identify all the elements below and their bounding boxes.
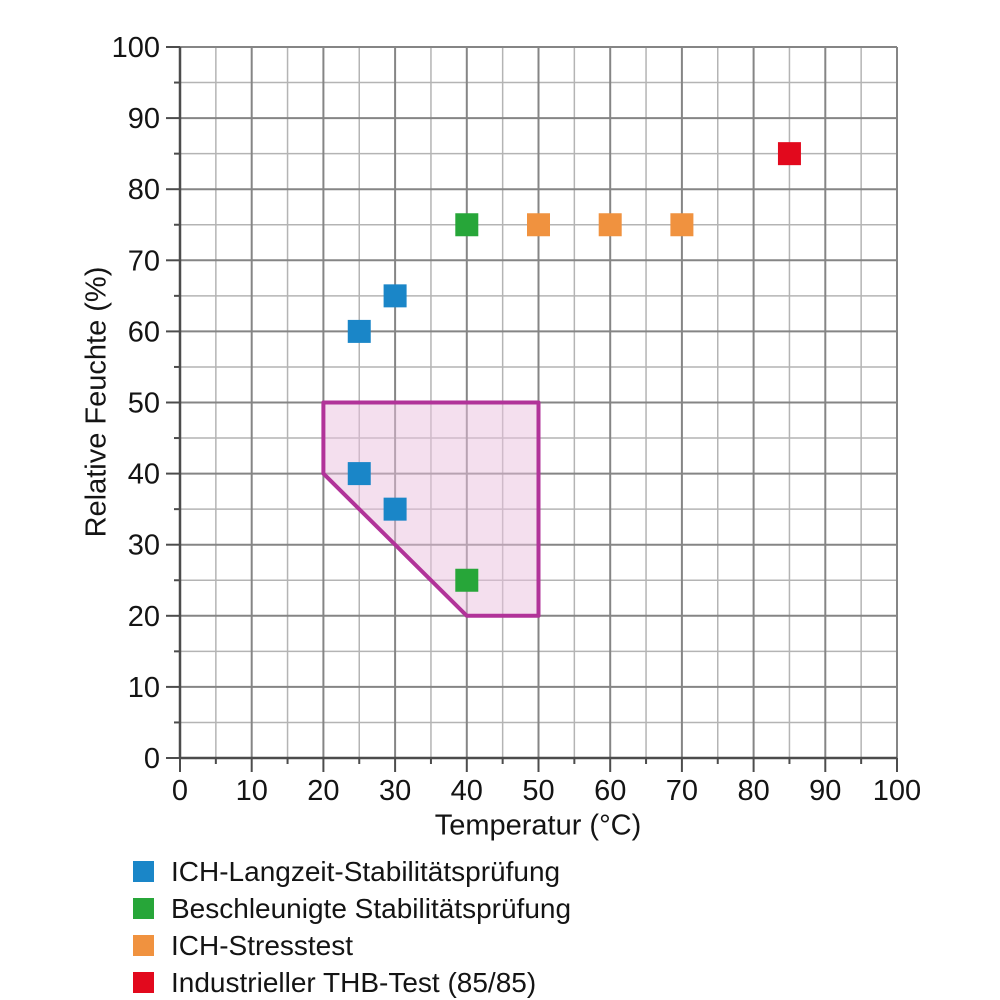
svg-text:80: 80 [128,174,160,206]
svg-text:50: 50 [522,775,554,807]
legend-swatch-green-icon [133,898,154,919]
svg-text:40: 40 [451,775,483,807]
legend-item-thb-test: Industrieller THB-Test (85/85) [133,964,571,1000]
legend-item-beschleunigte: Beschleunigte Stabilitätsprüfung [133,890,571,927]
svg-text:100: 100 [112,32,160,64]
legend-label: Industrieller THB-Test (85/85) [171,966,537,998]
legend-swatch-red-icon [133,972,154,993]
svg-text:20: 20 [128,601,160,633]
svg-text:40: 40 [128,459,160,491]
legend-label: Beschleunigte Stabilitätsprüfung [171,892,572,924]
legend-swatch-orange-icon [133,935,154,956]
legend-swatch-blue-icon [133,861,154,882]
svg-text:10: 10 [236,775,268,807]
svg-text:0: 0 [172,775,188,807]
svg-text:10: 10 [128,672,160,704]
svg-text:50: 50 [128,388,160,420]
svg-text:30: 30 [128,530,160,562]
svg-text:30: 30 [379,775,411,807]
svg-text:90: 90 [809,775,841,807]
y-axis-title: Relative Feuchte (%) [80,266,113,538]
x-axis-title: Temperatur (°C) [434,809,642,842]
svg-text:60: 60 [128,316,160,348]
svg-text:0: 0 [144,743,160,775]
chart-legend: ICH-Langzeit-Stabilitätsprüfung Beschleu… [133,853,571,1000]
legend-item-ich-langzeit: ICH-Langzeit-Stabilitätsprüfung [133,853,571,890]
legend-label: ICH-Langzeit-Stabilitätsprüfung [171,855,561,887]
legend-label: ICH-Stresstest [171,929,354,961]
svg-text:100: 100 [873,775,921,807]
svg-text:20: 20 [307,775,339,807]
svg-text:60: 60 [594,775,626,807]
svg-text:70: 70 [128,245,160,277]
svg-text:80: 80 [737,775,769,807]
svg-text:70: 70 [666,775,698,807]
legend-item-stresstest: ICH-Stresstest [133,927,571,964]
svg-text:90: 90 [128,103,160,135]
